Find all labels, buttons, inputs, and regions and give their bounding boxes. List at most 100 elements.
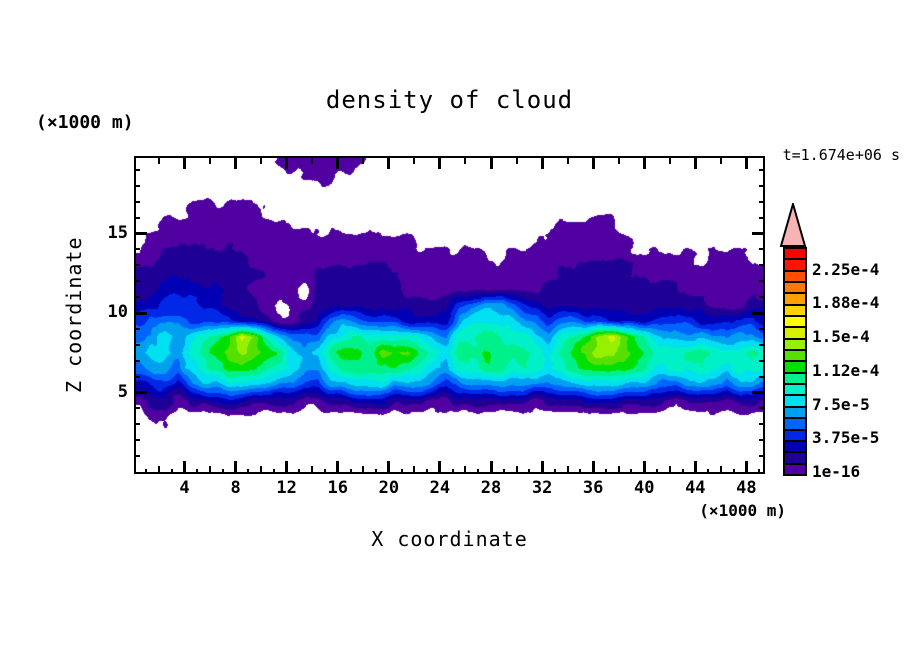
- axis-tick: [759, 200, 763, 203]
- axis-tick: [136, 407, 140, 410]
- axis-tick: [336, 158, 340, 169]
- axis-tick: [693, 158, 697, 169]
- axis-tick: [136, 200, 140, 203]
- axis-tick: [157, 158, 160, 164]
- axis-tick: [298, 469, 301, 472]
- axis-tick: [136, 375, 140, 378]
- axis-tick: [451, 469, 454, 472]
- axis-tick: [617, 158, 620, 164]
- x-tick-label: 40: [633, 478, 655, 498]
- axis-tick: [759, 455, 763, 458]
- axis-tick: [157, 466, 160, 472]
- axis-tick: [413, 158, 416, 164]
- axis-tick: [656, 469, 658, 472]
- axis-tick: [247, 469, 250, 472]
- axis-tick: [272, 469, 275, 472]
- axis-tick: [681, 469, 684, 472]
- axis-tick: [170, 469, 173, 472]
- axis-tick: [528, 469, 531, 472]
- axis-tick: [630, 469, 633, 472]
- x-tick-label: 24: [429, 478, 451, 498]
- colorbar-level-label: 7.5e-5: [812, 394, 870, 414]
- colorbar-cell: [785, 383, 805, 395]
- axis-tick: [617, 466, 620, 472]
- axis-tick: [759, 327, 763, 330]
- axis-tick: [183, 461, 187, 472]
- axis-tick: [136, 296, 140, 299]
- axis-tick: [136, 391, 147, 394]
- axis-tick: [260, 466, 263, 472]
- colorbar-level-label: 1e-16: [812, 462, 861, 481]
- axis-tick: [758, 469, 761, 472]
- axis-tick: [642, 158, 646, 169]
- x-tick-label: 8: [230, 478, 241, 498]
- axis-tick: [591, 461, 595, 472]
- x-tick-label: 4: [179, 478, 190, 498]
- axis-tick: [579, 469, 582, 472]
- axis-tick: [362, 466, 365, 472]
- axis-tick: [136, 455, 140, 458]
- axis-tick: [136, 264, 140, 267]
- chart-title: density of cloud: [325, 86, 574, 114]
- axis-tick: [744, 461, 748, 472]
- axis-tick: [209, 466, 212, 472]
- axis-tick: [311, 158, 314, 164]
- axis-tick: [566, 158, 569, 164]
- colorbar-cell: [785, 315, 805, 327]
- colorbar-cell: [785, 428, 805, 440]
- x-axis-label: X coordinate: [371, 527, 528, 551]
- axis-tick: [489, 158, 493, 169]
- x-tick-label: 32: [531, 478, 553, 498]
- axis-tick: [540, 461, 544, 472]
- axis-tick: [744, 158, 748, 169]
- x-tick-label: 48: [736, 478, 757, 498]
- colorbar-cell: [785, 405, 805, 418]
- axis-tick: [464, 158, 467, 164]
- colorbar-cell: [785, 451, 805, 463]
- axis-tick: [426, 469, 429, 472]
- axis-tick: [759, 296, 763, 299]
- x-tick-label: 12: [276, 478, 297, 498]
- x-tick-label: 36: [582, 478, 604, 498]
- axis-tick: [400, 469, 403, 472]
- colorbar-level-label: 3.75e-5: [812, 428, 880, 448]
- axis-tick: [752, 232, 763, 236]
- colorbar-cell: [785, 292, 805, 304]
- y-axis-unit-label: (×1000 m): [36, 112, 134, 133]
- colorbar-cell: [785, 394, 805, 406]
- axis-tick: [759, 407, 763, 410]
- axis-tick: [145, 469, 148, 472]
- axis-tick: [464, 466, 467, 472]
- axis-tick: [375, 469, 378, 472]
- colorbar-cell: [785, 462, 805, 474]
- colorbar-level-label: 1.12e-4: [812, 360, 880, 380]
- axis-tick: [489, 461, 493, 472]
- colorbar-cell: [785, 417, 805, 429]
- colorbar-level-label: 1.5e-4: [812, 327, 870, 346]
- colorbar-cell: [785, 349, 805, 361]
- colorbar-overflow-arrow-icon: [779, 203, 807, 247]
- axis-tick: [693, 461, 697, 472]
- axis-tick: [515, 466, 518, 472]
- axis-tick: [566, 466, 569, 472]
- axis-tick: [136, 280, 140, 283]
- axis-tick: [604, 469, 607, 472]
- colorbar-cell: [785, 269, 805, 282]
- axis-tick: [759, 168, 763, 171]
- axis-tick: [285, 461, 289, 472]
- axis-tick: [136, 439, 140, 442]
- axis-tick: [759, 248, 763, 251]
- axis-tick: [136, 216, 140, 219]
- colorbar: [783, 247, 807, 476]
- axis-tick: [323, 469, 326, 472]
- axis-tick: [438, 461, 442, 472]
- axis-tick: [136, 327, 140, 330]
- axis-tick: [209, 158, 212, 164]
- plot-area: [134, 156, 765, 474]
- axis-tick: [759, 280, 763, 283]
- colorbar-level-label: 2.25e-4: [812, 259, 880, 279]
- axis-tick: [759, 264, 763, 267]
- contour-field-canvas: [136, 158, 763, 472]
- axis-tick: [759, 439, 763, 442]
- colorbar-cell: [785, 326, 805, 338]
